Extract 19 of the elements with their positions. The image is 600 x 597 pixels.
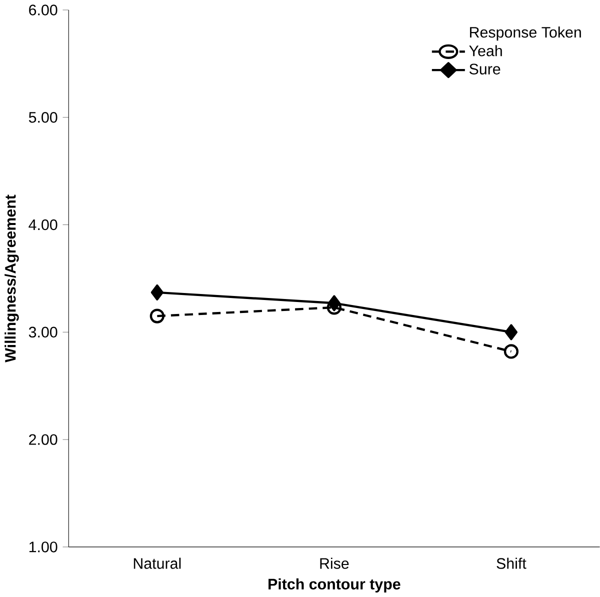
x-tick-label: Natural — [134, 558, 181, 569]
point — [504, 324, 518, 340]
y-axis-title: Willingness/Agreement — [4, 194, 19, 362]
x-tick-label: Shift — [496, 558, 526, 569]
x-axis-title: Pitch contour type — [268, 578, 400, 592]
point — [328, 295, 340, 312]
legend-label: Sure — [469, 64, 500, 74]
legend-title: Response Token — [470, 26, 581, 41]
y-tick-label: 2.00 — [29, 434, 58, 445]
y-tick-label: 3.00 — [28, 326, 58, 338]
point — [150, 284, 164, 300]
point — [504, 344, 519, 359]
y-tick-label: 4.00 — [28, 219, 58, 230]
legend-label: Yeah — [469, 45, 502, 56]
y-tick-label: 6.00 — [29, 4, 58, 16]
y-tick-label: 5.00 — [28, 112, 58, 123]
y-tick-label: 1.00 — [29, 542, 58, 552]
point — [150, 308, 164, 324]
x-tick-label: Rise — [320, 558, 349, 569]
